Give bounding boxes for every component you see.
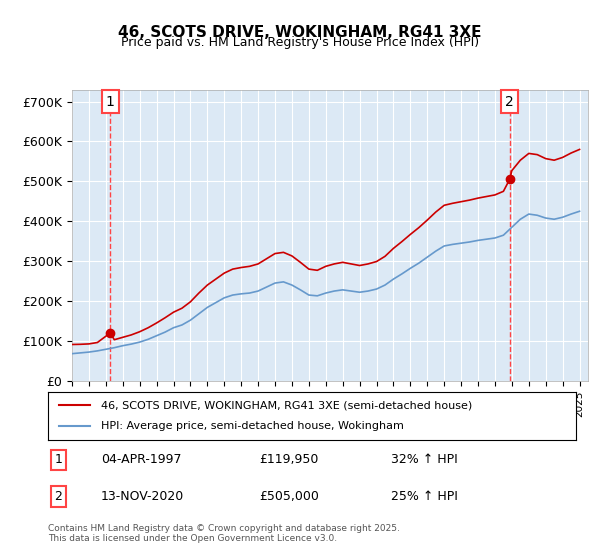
- Text: 32% ↑ HPI: 32% ↑ HPI: [391, 454, 458, 466]
- Text: 04-APR-1997: 04-APR-1997: [101, 454, 181, 466]
- Text: 1: 1: [55, 454, 62, 466]
- Text: 2: 2: [505, 95, 514, 109]
- Text: 46, SCOTS DRIVE, WOKINGHAM, RG41 3XE (semi-detached house): 46, SCOTS DRIVE, WOKINGHAM, RG41 3XE (se…: [101, 400, 472, 410]
- Text: £505,000: £505,000: [259, 490, 319, 503]
- Text: 46, SCOTS DRIVE, WOKINGHAM, RG41 3XE: 46, SCOTS DRIVE, WOKINGHAM, RG41 3XE: [118, 25, 482, 40]
- Text: 1: 1: [106, 95, 115, 109]
- Text: Price paid vs. HM Land Registry's House Price Index (HPI): Price paid vs. HM Land Registry's House …: [121, 36, 479, 49]
- Text: HPI: Average price, semi-detached house, Wokingham: HPI: Average price, semi-detached house,…: [101, 421, 404, 431]
- Text: £119,950: £119,950: [259, 454, 319, 466]
- Text: 13-NOV-2020: 13-NOV-2020: [101, 490, 184, 503]
- Text: 2: 2: [55, 490, 62, 503]
- Text: Contains HM Land Registry data © Crown copyright and database right 2025.
This d: Contains HM Land Registry data © Crown c…: [48, 524, 400, 543]
- Text: 25% ↑ HPI: 25% ↑ HPI: [391, 490, 458, 503]
